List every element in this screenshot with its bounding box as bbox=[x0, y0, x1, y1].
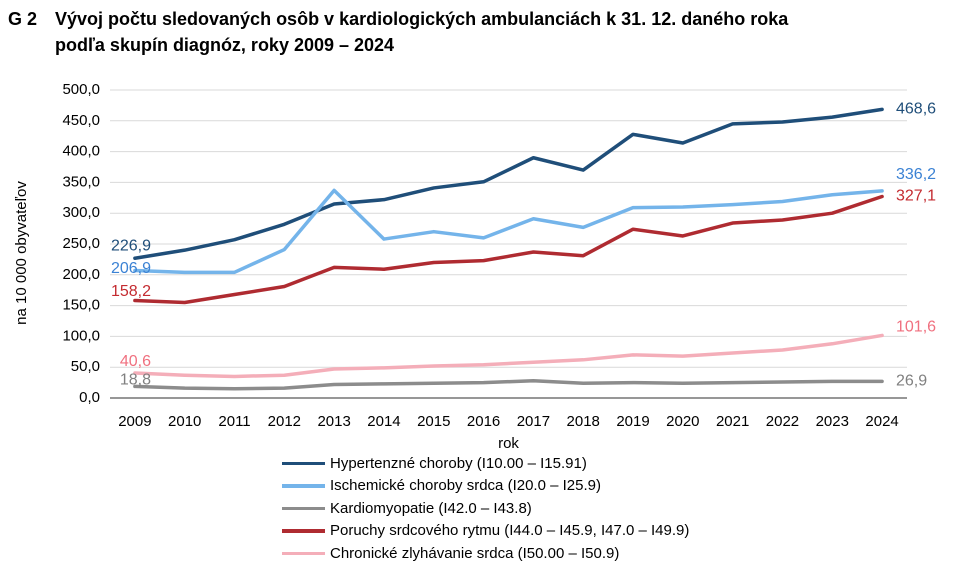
x-tick-label: 2012 bbox=[268, 413, 301, 430]
title-code: G 2 bbox=[8, 9, 38, 29]
legend-item: Kardiomyopatie (I42.0 – I43.8) bbox=[282, 497, 689, 520]
legend-item: Chronické zlyhávanie srdca (I50.00 – I50… bbox=[282, 542, 689, 565]
y-axis-title: na 10 000 obyvateľov bbox=[13, 181, 30, 325]
y-tick-label: 200,0 bbox=[62, 266, 100, 283]
series-line-4 bbox=[133, 333, 884, 379]
x-tick-label: 2019 bbox=[616, 413, 649, 430]
legend-swatch-line-icon bbox=[282, 529, 325, 533]
legend-swatch-line-icon bbox=[282, 461, 325, 465]
legend: Hypertenzné choroby (I10.00 – I15.91) Isc… bbox=[282, 452, 689, 565]
y-tick-label: 350,0 bbox=[62, 173, 100, 190]
series-first-value-label: 158,2 bbox=[111, 283, 151, 300]
x-tick-label: 2016 bbox=[467, 413, 500, 430]
y-tick-label: 450,0 bbox=[62, 112, 100, 129]
series-line-1 bbox=[133, 188, 884, 275]
legend-label: Hypertenzné choroby (I10.00 – I15.91) bbox=[330, 454, 587, 472]
y-tick-label: 0,0 bbox=[79, 389, 100, 406]
series-last-value-label: 468,6 bbox=[896, 101, 936, 118]
chart-title: G 2 Vývoj počtu sledovaných osôb v kardi… bbox=[8, 6, 788, 58]
x-tick-label: 2014 bbox=[367, 413, 400, 430]
legend-item: Poruchy srdcového rytmu (I44.0 – I45.9, … bbox=[282, 520, 689, 543]
y-tick-label: 500,0 bbox=[62, 81, 100, 98]
y-tick-label: 300,0 bbox=[62, 204, 100, 221]
x-tick-label: 2017 bbox=[517, 413, 550, 430]
series-line-3 bbox=[133, 194, 884, 305]
legend-item: Hypertenzné choroby (I10.00 – I15.91) bbox=[282, 452, 689, 475]
x-tick-label: 2018 bbox=[567, 413, 600, 430]
x-tick-label: 2009 bbox=[118, 413, 151, 430]
series-last-value-label: 26,9 bbox=[896, 373, 927, 390]
legend-label: Poruchy srdcového rytmu (I44.0 – I45.9, … bbox=[330, 522, 690, 540]
series-last-value-label: 101,6 bbox=[896, 319, 936, 336]
series-first-value-label: 40,6 bbox=[120, 353, 151, 370]
y-tick-label: 250,0 bbox=[62, 235, 100, 252]
y-tick-label: 100,0 bbox=[62, 327, 100, 344]
x-tick-label: 2020 bbox=[666, 413, 699, 430]
title-line2: podľa skupín diagnóz, roky 2009 – 2024 bbox=[55, 35, 395, 55]
legend-label: Kardiomyopatie (I42.0 – I43.8) bbox=[330, 499, 532, 517]
legend-swatch-line-icon bbox=[282, 506, 325, 510]
series-last-value-label: 327,1 bbox=[896, 188, 936, 205]
x-tick-label: 2010 bbox=[168, 413, 201, 430]
title-line1: Vývoj počtu sledovaných osôb v kardiolog… bbox=[55, 9, 789, 29]
x-tick-label: 2015 bbox=[417, 413, 450, 430]
x-axis-title: rok bbox=[498, 435, 519, 452]
x-tick-label: 2011 bbox=[218, 413, 250, 430]
title-text: Vývoj počtu sledovaných osôb v kardiolog… bbox=[55, 6, 788, 58]
x-tick-label: 2013 bbox=[317, 413, 350, 430]
series-first-value-label: 206,9 bbox=[111, 260, 151, 277]
y-tick-label: 50,0 bbox=[71, 358, 100, 375]
series-last-value-label: 336,2 bbox=[896, 166, 936, 183]
legend-label: Ischemické choroby srdca (I20.0 – I25.9) bbox=[330, 477, 601, 495]
y-tick-label: 150,0 bbox=[62, 297, 100, 314]
legend-swatch-line-icon bbox=[282, 484, 325, 488]
x-tick-label: 2024 bbox=[865, 413, 898, 430]
y-tick-label: 400,0 bbox=[62, 143, 100, 160]
series-line-0 bbox=[133, 107, 884, 260]
series-line-2 bbox=[133, 379, 884, 391]
x-tick-label: 2022 bbox=[766, 413, 799, 430]
legend-label: Chronické zlyhávanie srdca (I50.00 – I50… bbox=[330, 544, 620, 562]
series-first-value-label: 18,8 bbox=[120, 372, 151, 389]
x-tick-label: 2023 bbox=[816, 413, 849, 430]
x-tick-label: 2021 bbox=[716, 413, 749, 430]
series-first-value-label: 226,9 bbox=[111, 237, 151, 254]
legend-item: Ischemické choroby srdca (I20.0 – I25.9) bbox=[282, 475, 689, 498]
legend-swatch-line-icon bbox=[282, 551, 325, 555]
